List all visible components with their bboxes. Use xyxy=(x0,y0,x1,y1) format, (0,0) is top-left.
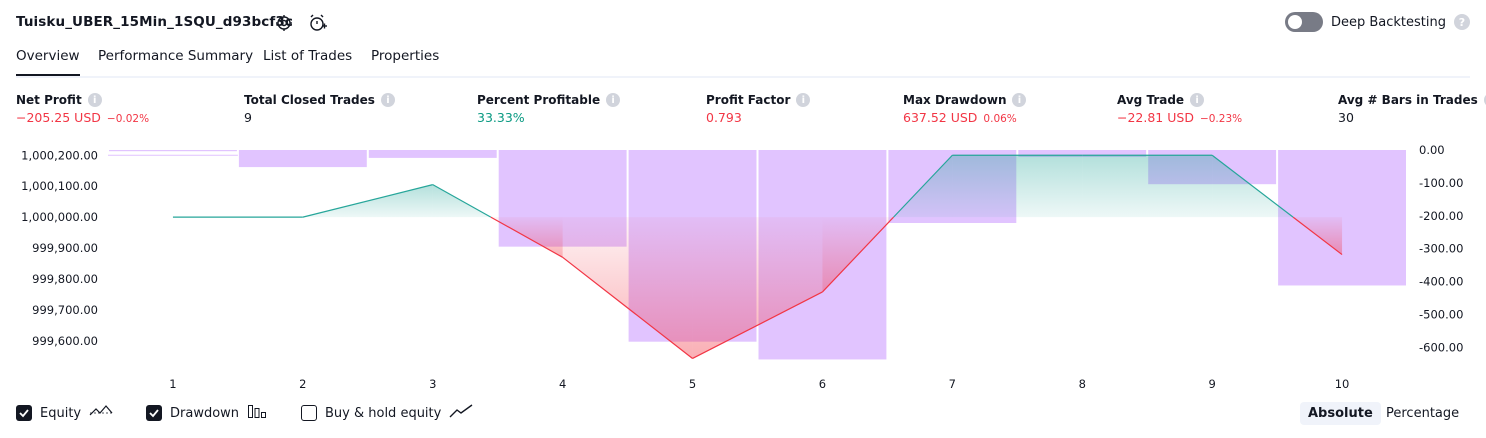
right-axis-tick: -500.00 xyxy=(1419,307,1463,321)
x-axis-tick: 6 xyxy=(819,377,826,391)
buy-hold-checkbox[interactable] xyxy=(301,405,317,421)
legend-label: Drawdown xyxy=(170,406,239,421)
info-icon[interactable]: i xyxy=(1012,93,1026,107)
add-alert-icon[interactable] xyxy=(307,12,329,34)
x-axis-tick: 3 xyxy=(429,377,436,391)
right-axis-tick: -400.00 xyxy=(1419,275,1463,289)
left-axis-tick: 1,000,200.00 xyxy=(21,148,98,162)
equity-area xyxy=(1082,155,1212,217)
x-axis-tick: 9 xyxy=(1208,377,1215,391)
drawdown-checkbox[interactable] xyxy=(146,405,162,421)
stat-sub: −0.23% xyxy=(1200,113,1242,125)
stat-label: Net Profit xyxy=(16,93,82,107)
tab-list-of-trades[interactable]: List of Trades xyxy=(263,48,352,74)
settings-icon[interactable] xyxy=(273,12,295,34)
legend-drawdown[interactable]: Drawdown xyxy=(146,403,267,423)
stat-label: Total Closed Trades xyxy=(244,93,375,107)
stat-value: 9 xyxy=(244,110,252,125)
stat-value: −205.25 USD xyxy=(16,110,101,125)
equity-line-icon xyxy=(89,403,113,423)
info-icon[interactable]: i xyxy=(1190,93,1204,107)
right-axis-tick: -200.00 xyxy=(1419,209,1463,223)
tab-performance-summary[interactable]: Performance Summary xyxy=(98,48,253,74)
deep-backtesting-label: Deep Backtesting xyxy=(1331,15,1446,30)
x-axis-tick: 7 xyxy=(949,377,956,391)
header-bar: Tuisku_UBER_15Min_1SQU_d93bcf3c Deep Bac… xyxy=(16,12,1470,36)
x-axis-tick: 1 xyxy=(169,377,176,391)
tab-bar: Overview Performance Summary List of Tra… xyxy=(16,48,1470,78)
left-axis-tick: 999,600.00 xyxy=(32,334,98,348)
equity-checkbox[interactable] xyxy=(16,405,32,421)
right-axis-tick: 0.00 xyxy=(1419,143,1445,157)
legend-label: Equity xyxy=(40,406,81,421)
stat-label: Avg # Bars in Trades xyxy=(1338,93,1478,107)
stat-total-closed-trades: Total Closed Trades i 9 xyxy=(244,93,395,125)
equity-area xyxy=(952,155,1082,217)
deep-backtesting-control: Deep Backtesting ? xyxy=(1285,12,1470,32)
stat-label: Percent Profitable xyxy=(477,93,600,107)
deep-backtesting-toggle[interactable] xyxy=(1285,12,1323,32)
tab-overview[interactable]: Overview xyxy=(16,48,80,76)
stat-sub: −0.02% xyxy=(107,113,149,125)
tab-properties[interactable]: Properties xyxy=(371,48,439,74)
x-axis-tick: 10 xyxy=(1335,377,1350,391)
equity-area xyxy=(563,217,693,358)
left-axis-tick: 999,700.00 xyxy=(32,303,98,317)
info-icon[interactable]: i xyxy=(796,93,810,107)
drawdown-bars-icon xyxy=(247,403,267,423)
stat-label: Profit Factor xyxy=(706,93,790,107)
legend-buy-hold[interactable]: Buy & hold equity xyxy=(301,403,473,423)
stat-value: 637.52 USD xyxy=(903,110,977,125)
left-axis-tick: 1,000,100.00 xyxy=(21,179,98,193)
drawdown-bar xyxy=(109,150,237,151)
strategy-name: Tuisku_UBER_15Min_1SQU_d93bcf3c xyxy=(16,14,293,30)
stat-max-drawdown: Max Drawdown i 637.52 USD 0.06% xyxy=(903,93,1026,125)
stat-percent-profitable: Percent Profitable i 33.33% xyxy=(477,93,620,125)
legend-label: Buy & hold equity xyxy=(325,406,441,421)
x-axis-tick: 5 xyxy=(689,377,696,391)
stat-value: 33.33% xyxy=(477,110,525,125)
legend-equity[interactable]: Equity xyxy=(16,403,113,423)
stat-net-profit: Net Profit i −205.25 USD −0.02% xyxy=(16,93,149,125)
stat-profit-factor: Profit Factor i 0.793 xyxy=(706,93,810,125)
left-axis-tick: 999,800.00 xyxy=(32,272,98,286)
left-axis-tick: 999,900.00 xyxy=(32,241,98,255)
stat-value: 30 xyxy=(1338,110,1354,125)
stat-value: −22.81 USD xyxy=(1117,110,1194,125)
help-icon[interactable]: ? xyxy=(1454,14,1470,30)
right-axis-tick: -100.00 xyxy=(1419,176,1463,190)
info-icon[interactable]: i xyxy=(606,93,620,107)
left-axis-tick: 1,000,000.00 xyxy=(21,210,98,224)
right-axis-tick: -600.00 xyxy=(1419,340,1463,354)
absolute-button[interactable]: Absolute xyxy=(1300,402,1381,425)
equity-drawdown-chart[interactable]: 1,000,200.00 1,000,100.00 1,000,000.00 999,… xyxy=(0,140,1486,395)
stat-label: Avg Trade xyxy=(1117,93,1184,107)
right-axis-tick: -300.00 xyxy=(1419,242,1463,256)
stat-value: 0.793 xyxy=(706,110,742,125)
percentage-button[interactable]: Percentage xyxy=(1378,402,1467,425)
info-icon[interactable]: i xyxy=(88,93,102,107)
drawdown-bar xyxy=(369,150,497,158)
buyhold-line-icon xyxy=(449,403,473,423)
stat-label: Max Drawdown xyxy=(903,93,1006,107)
drawdown-bar xyxy=(239,150,367,167)
x-axis-tick: 4 xyxy=(559,377,566,391)
x-axis-tick: 2 xyxy=(299,377,306,391)
stat-sub: 0.06% xyxy=(983,113,1016,125)
stat-avg-trade: Avg Trade i −22.81 USD −0.23% xyxy=(1117,93,1242,125)
info-icon[interactable]: i xyxy=(381,93,395,107)
x-axis-tick: 8 xyxy=(1079,377,1086,391)
